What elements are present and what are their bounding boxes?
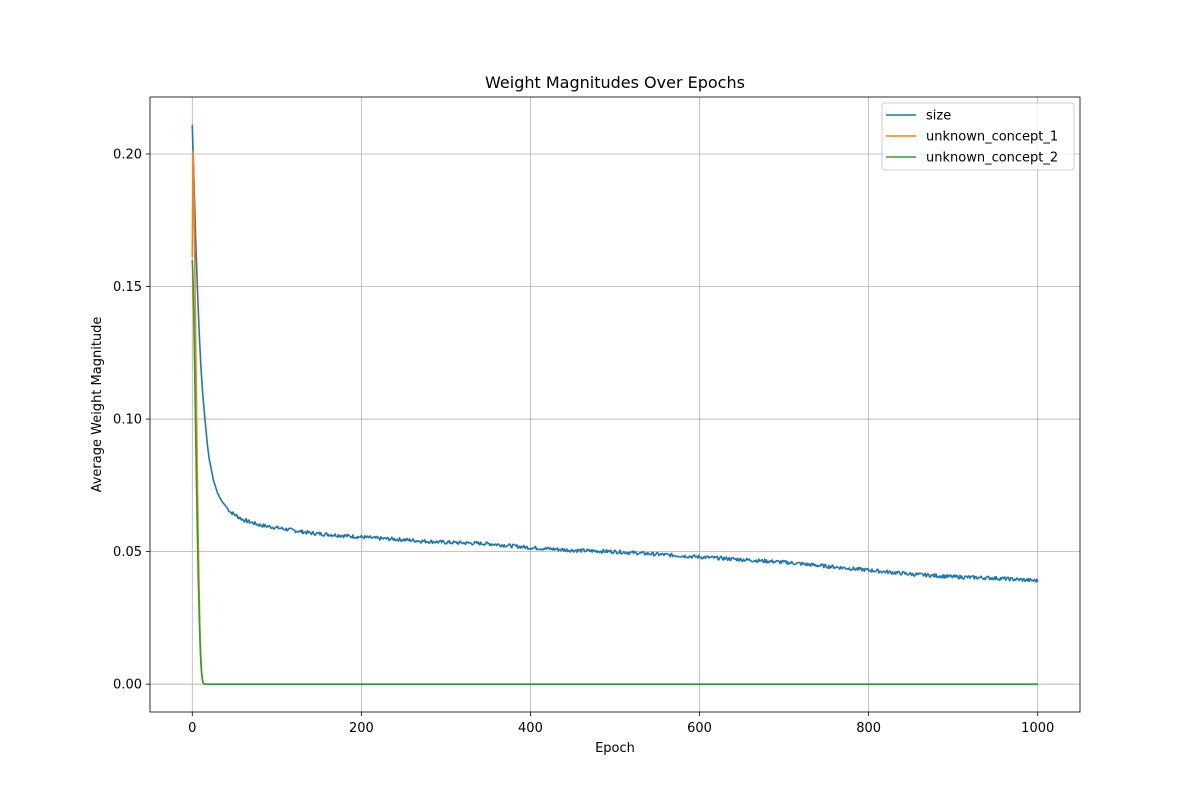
plot-frame	[149, 96, 1081, 713]
y-tick-label: 0.20	[113, 147, 142, 162]
y-tick-label: 0.00	[113, 678, 142, 693]
series-lines	[191, 124, 1039, 685]
y-tick-label: 0.15	[113, 280, 142, 295]
legend-box	[881, 102, 1075, 171]
legend-label-size: size	[926, 109, 951, 124]
axis-ticks: 0 200 400 600 800 1000 0.00 0.05 0.10 0.15 0.20	[113, 147, 1054, 736]
x-tick-label: 400	[518, 721, 543, 736]
plot-area	[150, 97, 1080, 712]
chart-title: Weight Magnitudes Over Epochs	[485, 73, 745, 92]
legend-label-unknown-concept-2: unknown_concept_2	[926, 151, 1058, 166]
series-line-unknown-concept-2	[191, 259, 1038, 685]
y-tick-label: 0.10	[113, 413, 142, 428]
x-tick-label: 800	[856, 721, 881, 736]
x-tick-label: 1000	[1021, 721, 1054, 736]
y-tick-label: 0.05	[113, 545, 142, 560]
x-tick-label: 200	[349, 721, 374, 736]
legend-label-unknown-concept-1: unknown_concept_1	[926, 130, 1058, 145]
x-axis-label: Epoch	[595, 741, 635, 756]
legend: size unknown_concept_1 unknown_concept_2	[881, 102, 1075, 171]
x-tick-label: 0	[188, 721, 196, 736]
x-tick-label: 600	[687, 721, 712, 736]
series-line-size	[191, 124, 1039, 583]
y-axis-label: Average Weight Magnitude	[90, 317, 105, 493]
